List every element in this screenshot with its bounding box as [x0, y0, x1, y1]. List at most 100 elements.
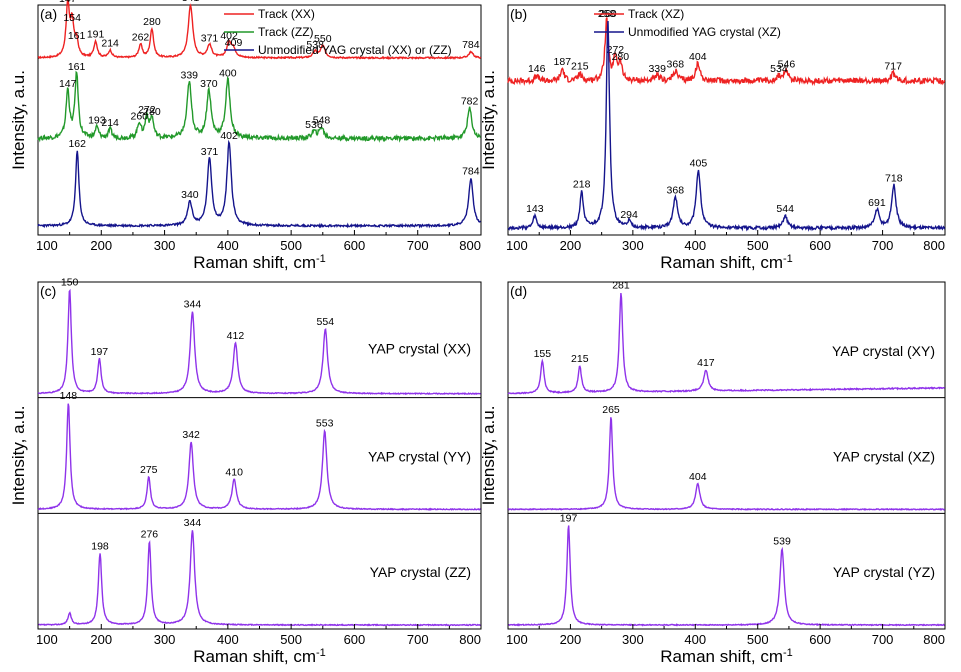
peak-label: 161 — [68, 61, 86, 73]
peak-label: 191 — [87, 29, 105, 41]
series-b-1-line — [507, 20, 946, 232]
peak-label: 404 — [689, 51, 707, 63]
peak-label: 718 — [885, 172, 903, 184]
x-tick-label: 100 — [506, 632, 528, 647]
x-tick-label: 200 — [560, 632, 582, 647]
legend-entry: Unmodified YAG crystal (XZ) — [628, 25, 781, 39]
y-axis-label: Intensity, a.u. — [479, 406, 498, 506]
x-tick-label: 300 — [154, 632, 176, 647]
x-axis-label: Raman shift, cm-1 — [193, 253, 326, 272]
series-label: YAP crystal (XY) — [832, 343, 935, 359]
peak-label: 147 — [59, 0, 77, 5]
peak-label: 405 — [690, 157, 708, 169]
peak-label: 260 — [130, 110, 148, 122]
legend-entry: Track (ZZ) — [258, 25, 314, 39]
peak-label: 154 — [63, 12, 81, 24]
peak-label: 344 — [184, 517, 202, 529]
peak-label: 368 — [667, 185, 685, 197]
x-axis-label-superscript: -1 — [783, 647, 793, 659]
x-tick-label: 400 — [217, 632, 239, 647]
peak-label: 544 — [776, 203, 794, 215]
peak-label: 276 — [141, 529, 159, 541]
peak-label: 539 — [773, 536, 791, 548]
panel-c: 150 197 344 412 554 YAP crystal (XX) 148 275 342… — [9, 277, 482, 666]
peak-label: 536 — [305, 119, 323, 131]
peak-label: 197 — [91, 346, 109, 358]
x-tick-label: 800 — [923, 238, 945, 253]
x-tick-label: 600 — [809, 632, 831, 647]
peak-label: 193 — [88, 115, 106, 127]
x-tick-label: 400 — [684, 238, 706, 253]
x-axis-label: Raman shift, cm-1 — [660, 253, 793, 272]
series-label: YAP crystal (ZZ) — [370, 564, 471, 580]
peak-label: 371 — [201, 146, 219, 158]
peak-label: 215 — [571, 353, 589, 365]
peak-label: 404 — [689, 471, 707, 483]
panel-a: 1471541611912142622803413714024095385507… — [9, 0, 482, 272]
peak-label: 147 — [59, 78, 77, 90]
x-axis-label-superscript: -1 — [316, 647, 326, 659]
series-d-2-line — [507, 525, 945, 627]
peak-label: 344 — [184, 299, 202, 311]
x-tick-label: 600 — [809, 238, 831, 253]
legend-entry: Track (XX) — [258, 7, 315, 21]
peak-label: 538 — [306, 39, 324, 51]
peak-label: 280 — [143, 16, 161, 28]
series-d-0-line — [507, 293, 946, 395]
peak-label: 400 — [219, 67, 237, 79]
legend-entry: Unmodified YAG crystal (XX) or (ZZ) — [258, 43, 452, 57]
peak-label: 214 — [101, 117, 119, 129]
peak-label: 148 — [60, 390, 78, 402]
series-a-0-line — [37, 0, 482, 61]
peak-label: 402 — [220, 30, 238, 42]
peak-label: 409 — [225, 37, 243, 49]
x-axis-label: Raman shift, cm-1 — [660, 647, 793, 666]
peak-label: 272 — [138, 104, 156, 116]
x-tick-label: 100 — [36, 632, 58, 647]
series-label: YAP crystal (XZ) — [833, 448, 935, 464]
peak-label: 187 — [554, 56, 572, 68]
panel-d: 155 215 281 417 YAP crystal (XY) 265 404 YAP cr… — [479, 280, 946, 666]
peak-label: 155 — [534, 348, 552, 360]
peak-label: 143 — [526, 203, 544, 215]
peak-label: 339 — [180, 70, 198, 82]
x-tick-label: 800 — [923, 632, 945, 647]
x-tick-label: 800 — [459, 238, 481, 253]
peak-label: 402 — [220, 130, 238, 142]
peak-label: 262 — [132, 32, 150, 44]
series-label: YAP crystal (YY) — [368, 448, 471, 464]
x-tick-label: 200 — [90, 632, 112, 647]
peak-label: 368 — [667, 58, 685, 70]
legend-entry: Track (XZ) — [628, 7, 684, 21]
x-tick-label: 700 — [407, 238, 429, 253]
x-tick-label: 700 — [407, 632, 429, 647]
series-label: YAP crystal (YZ) — [833, 564, 935, 580]
x-tick-label: 600 — [344, 238, 366, 253]
panel-label: (a) — [40, 6, 57, 22]
peak-label: 198 — [91, 540, 109, 552]
peak-label: 150 — [61, 277, 79, 289]
peak-label: 784 — [462, 39, 480, 51]
peak-label: 553 — [316, 418, 334, 430]
x-axis-label: Raman shift, cm-1 — [193, 647, 326, 666]
peak-label: 218 — [573, 179, 591, 191]
peak-label: 280 — [612, 51, 630, 63]
series-a-2-line — [37, 139, 481, 229]
x-tick-label: 100 — [36, 238, 58, 253]
x-axis-label-text: Raman shift, cm — [660, 253, 783, 272]
x-tick-label: 200 — [90, 238, 112, 253]
series-label: YAP crystal (XX) — [368, 341, 471, 357]
x-tick-label: 400 — [217, 238, 239, 253]
peak-label: 784 — [462, 165, 480, 177]
x-tick-label: 300 — [622, 632, 644, 647]
x-tick-label: 700 — [872, 238, 894, 253]
peak-label: 546 — [778, 58, 796, 70]
panel-label: (d) — [510, 283, 527, 299]
panel-label: (c) — [40, 283, 56, 299]
series-c-2-line — [37, 530, 481, 627]
peak-label: 281 — [612, 280, 630, 292]
x-axis-label-text: Raman shift, cm — [660, 647, 783, 666]
peak-label: 197 — [560, 513, 578, 525]
peak-label: 275 — [140, 464, 158, 476]
